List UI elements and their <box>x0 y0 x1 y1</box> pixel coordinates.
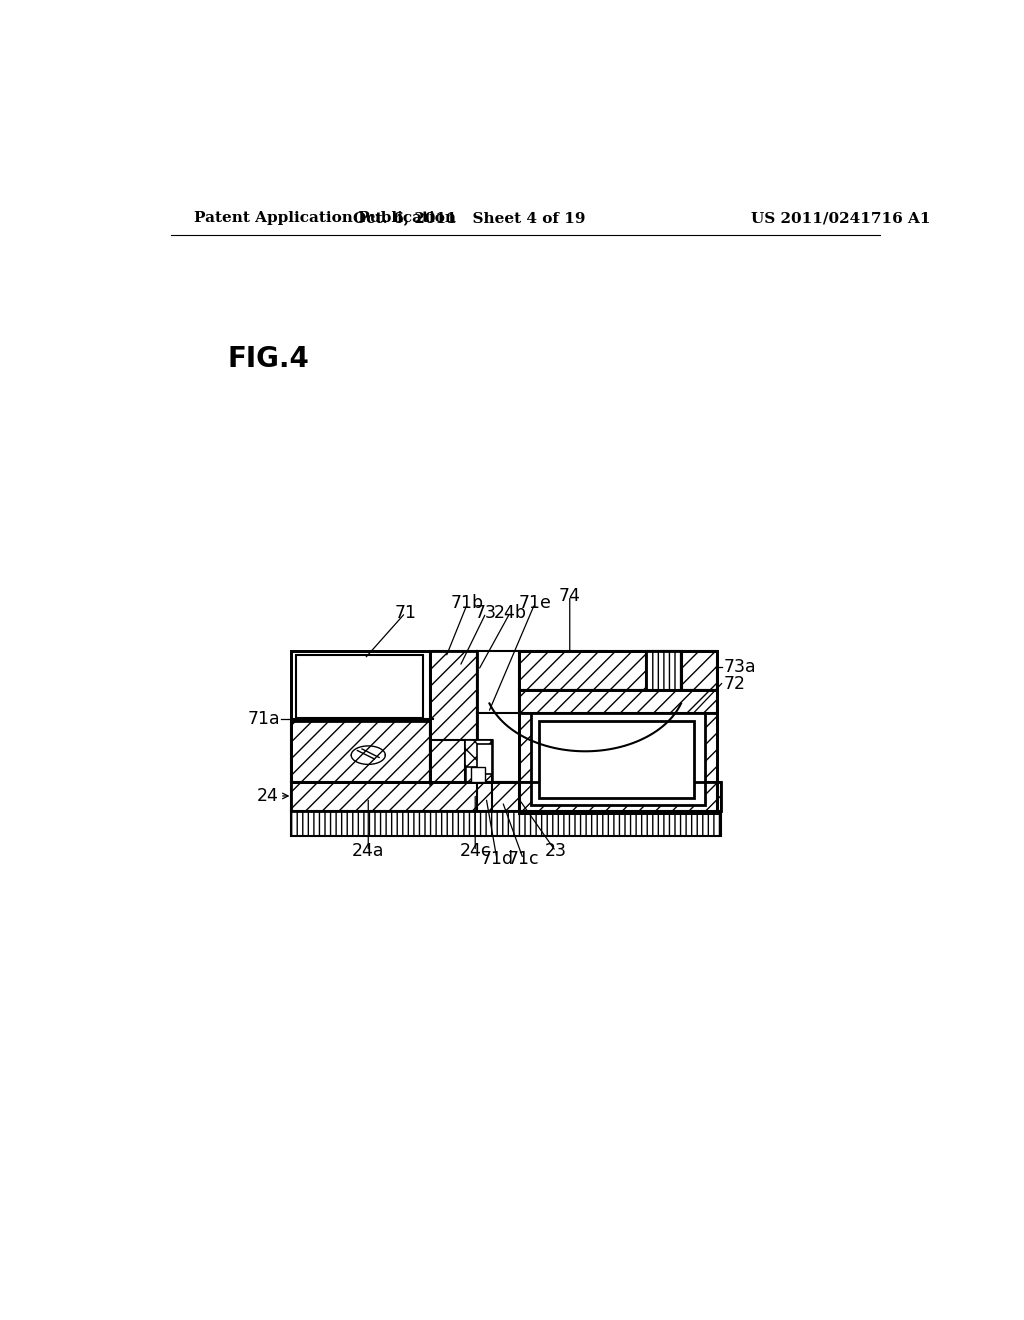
Bar <box>519 651 717 813</box>
Bar <box>291 651 430 721</box>
Text: 71d: 71d <box>480 850 513 869</box>
Text: 23: 23 <box>545 842 567 861</box>
Text: 24c: 24c <box>460 842 490 861</box>
Text: Oct. 6, 2011   Sheet 4 of 19: Oct. 6, 2011 Sheet 4 of 19 <box>352 211 586 226</box>
Text: 24a: 24a <box>352 842 384 861</box>
Text: 73a: 73a <box>723 657 756 676</box>
Bar <box>296 655 423 718</box>
Bar <box>465 739 493 781</box>
Bar <box>291 812 721 836</box>
Bar <box>519 781 717 812</box>
Bar <box>519 689 717 713</box>
Bar <box>465 739 493 767</box>
Text: 24b: 24b <box>494 603 526 622</box>
Text: 71b: 71b <box>451 594 484 612</box>
Bar <box>519 651 717 813</box>
Bar <box>539 721 693 797</box>
Bar <box>471 767 485 781</box>
Bar <box>291 781 721 812</box>
Text: Patent Application Publication: Patent Application Publication <box>194 211 456 226</box>
Bar <box>291 721 430 781</box>
Bar <box>646 651 682 689</box>
Bar <box>519 651 717 689</box>
Bar <box>291 651 430 781</box>
Text: 73: 73 <box>475 603 497 622</box>
Bar <box>519 651 717 689</box>
Text: 71e: 71e <box>518 594 551 612</box>
Bar <box>430 651 477 781</box>
Text: US 2011/0241716 A1: US 2011/0241716 A1 <box>752 211 931 226</box>
Bar <box>477 743 493 775</box>
Bar <box>430 651 477 781</box>
Text: 71: 71 <box>394 603 417 622</box>
Text: 71a: 71a <box>247 710 280 727</box>
Bar <box>531 713 706 805</box>
Text: 24: 24 <box>256 787 279 805</box>
Bar <box>465 739 493 781</box>
Bar <box>291 781 721 812</box>
Bar <box>291 721 430 781</box>
Bar <box>519 781 717 812</box>
Bar <box>646 651 682 689</box>
Text: 72: 72 <box>723 675 745 693</box>
Text: 71c: 71c <box>508 850 539 869</box>
Bar <box>519 689 717 713</box>
Text: 74: 74 <box>559 587 581 605</box>
Text: FIG.4: FIG.4 <box>227 345 309 372</box>
